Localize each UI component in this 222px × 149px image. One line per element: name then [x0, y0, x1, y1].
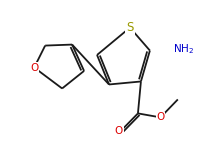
Text: S: S — [126, 21, 134, 34]
Text: NH$_2$: NH$_2$ — [173, 43, 194, 56]
Text: O: O — [30, 63, 38, 73]
Text: O: O — [115, 126, 123, 136]
Text: O: O — [156, 112, 165, 122]
